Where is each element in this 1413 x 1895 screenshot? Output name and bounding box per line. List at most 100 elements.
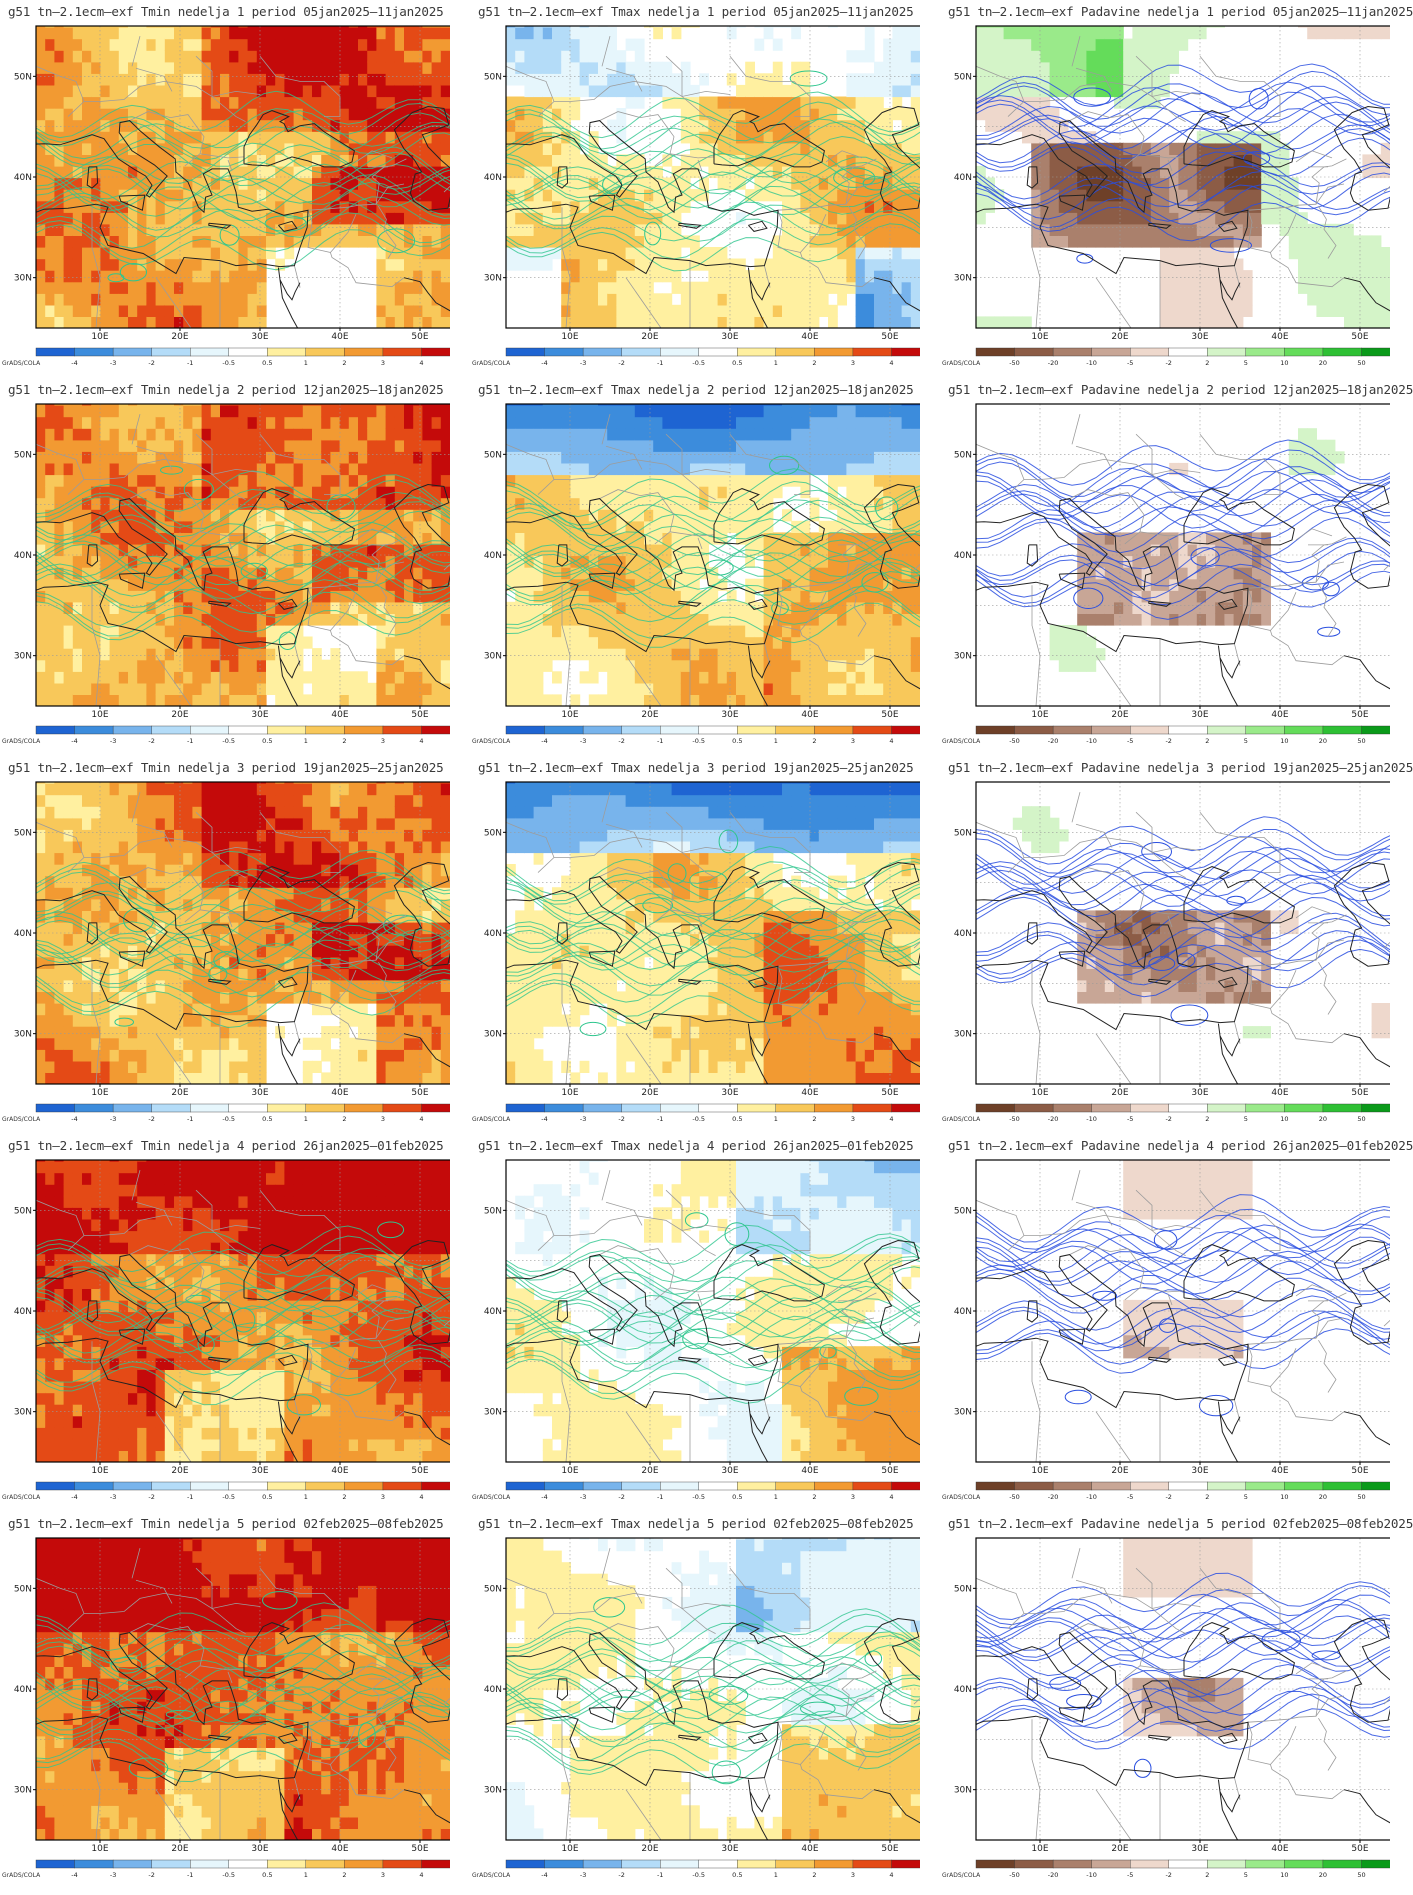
colorbar-swatch bbox=[505, 1859, 545, 1869]
colorbar-label: 2 bbox=[812, 359, 816, 367]
colorbar-swatch bbox=[1245, 725, 1285, 735]
lon-tick-label: 20E bbox=[1111, 1844, 1128, 1854]
lon-tick-label: 50E bbox=[881, 1466, 898, 1476]
colorbar-swatch bbox=[382, 1481, 422, 1491]
map-canvas: 30N 40N 50N 10E 20E 30E 40E 50E -4 -3 -2 -1 -0.5 0.5 1… bbox=[472, 781, 920, 1123]
colorbar-label: 5 bbox=[1244, 1493, 1248, 1501]
lon-tick-label: 30E bbox=[251, 332, 268, 342]
coastline bbox=[976, 483, 1390, 706]
colorbar-label: 5 bbox=[1244, 359, 1248, 367]
map-panel-precip-week-2: 30N 40N 50N 10E 20E 30E 40E 50E -50 -20 -10 -5 -2 2 5 1… bbox=[940, 378, 1413, 753]
lon-tick-label: 40E bbox=[331, 1844, 348, 1854]
coastline bbox=[506, 861, 920, 1084]
colorbar-label: -3 bbox=[580, 1493, 586, 1501]
colorbar-swatch bbox=[659, 1859, 700, 1869]
colorbar-swatch bbox=[659, 725, 700, 735]
colorbar-label: 4 bbox=[889, 1871, 893, 1879]
lon-tick-label: 10E bbox=[91, 710, 108, 720]
lon-tick-label: 30E bbox=[251, 1466, 268, 1476]
panel-title: g51 tn–2.1ecm–exf Tmin nedelja 1 period … bbox=[8, 4, 444, 19]
colorbar-label: -0.5 bbox=[692, 737, 705, 745]
lon-tick-label: 40E bbox=[331, 1088, 348, 1098]
lon-tick-label: 50E bbox=[1351, 1466, 1368, 1476]
map-canvas: 30N 40N 50N 10E 20E 30E 40E 50E -50 -20 -10 -5 -2 2 5 1… bbox=[942, 781, 1390, 1123]
map-canvas: 30N 40N 50N 10E 20E 30E 40E 50E -4 -3 -2 -1 -0.5 0.5 1… bbox=[2, 781, 450, 1123]
lon-tick-label: 10E bbox=[561, 1088, 578, 1098]
colorbar-swatch bbox=[74, 1481, 114, 1491]
lat-tick-label: 40N bbox=[14, 1307, 32, 1317]
panel-title: g51 tn–2.1ecm–exf Padavine nedelja 5 per… bbox=[948, 1516, 1413, 1531]
lon-tick-label: 30E bbox=[721, 1844, 738, 1854]
lon-tick-label: 10E bbox=[91, 1466, 108, 1476]
lon-tick-label: 20E bbox=[171, 710, 188, 720]
colorbar-swatch bbox=[775, 1103, 815, 1113]
colorbar-label: -2 bbox=[618, 1115, 624, 1123]
colorbar-swatch bbox=[659, 1481, 700, 1491]
lat-tick-label: 30N bbox=[484, 274, 502, 284]
lat-tick-label: 30N bbox=[484, 652, 502, 662]
grads-credit: GrADS/COLA bbox=[942, 738, 981, 745]
colorbar-swatch bbox=[1168, 1103, 1208, 1113]
map-panel-tmin-week-4: 30N 40N 50N 10E 20E 30E 40E 50E -4 -3 -2 -1 -0.5 0.5 1… bbox=[0, 1134, 450, 1509]
map-canvas: 30N 40N 50N 10E 20E 30E 40E 50E -50 -20 -10 -5 -2 2 5 1… bbox=[942, 1159, 1390, 1501]
colorbar-swatch bbox=[112, 1859, 153, 1869]
colorbar-swatch bbox=[544, 725, 584, 735]
colorbar-label: -2 bbox=[148, 359, 154, 367]
lon-tick-label: 20E bbox=[171, 332, 188, 342]
colorbar-swatch bbox=[1245, 1481, 1285, 1491]
graticule bbox=[976, 782, 1390, 1084]
colorbar-swatch bbox=[228, 1859, 268, 1869]
graticule bbox=[36, 1160, 450, 1462]
lon-tick-label: 30E bbox=[721, 1466, 738, 1476]
colorbar-swatch bbox=[1361, 347, 1390, 357]
panel-title: g51 tn–2.1ecm–exf Tmin nedelja 2 period … bbox=[8, 382, 444, 397]
lat-tick-label: 50N bbox=[954, 1584, 972, 1594]
colorbar-label: 0.5 bbox=[732, 1493, 742, 1501]
lon-tick-label: 30E bbox=[1191, 332, 1208, 342]
colorbar-label: 50 bbox=[1357, 1115, 1365, 1123]
colorbar-label: -2 bbox=[148, 1493, 154, 1501]
colorbar-swatch bbox=[621, 725, 661, 735]
colorbar-label: -50 bbox=[1009, 1493, 1020, 1501]
lat-tick-label: 30N bbox=[14, 652, 32, 662]
lon-tick-label: 10E bbox=[1031, 710, 1048, 720]
colorbar-swatch bbox=[505, 1481, 545, 1491]
colorbar-label: 5 bbox=[1244, 1115, 1248, 1123]
coastline bbox=[976, 105, 1390, 328]
lon-tick-label: 20E bbox=[641, 1844, 658, 1854]
map-panel-precip-week-1: 30N 40N 50N 10E 20E 30E 40E 50E -50 -20 -10 -5 -2 2 5 1… bbox=[940, 0, 1413, 375]
graticule bbox=[976, 404, 1390, 706]
colorbar-label: 1 bbox=[304, 737, 308, 745]
graticule bbox=[36, 1538, 450, 1840]
lon-tick-label: 20E bbox=[1111, 1088, 1128, 1098]
colorbar-swatch bbox=[737, 347, 777, 357]
lon-tick-label: 20E bbox=[171, 1466, 188, 1476]
colorbar-label: -50 bbox=[1009, 359, 1020, 367]
colorbar-label: 20 bbox=[1319, 359, 1327, 367]
grads-credit: GrADS/COLA bbox=[472, 1872, 511, 1879]
map-panel-precip-week-3: 30N 40N 50N 10E 20E 30E 40E 50E -50 -20 -10 -5 -2 2 5 1… bbox=[940, 756, 1413, 1131]
map-panel-tmin-week-5: 30N 40N 50N 10E 20E 30E 40E 50E -4 -3 -2 -1 -0.5 0.5 1… bbox=[0, 1512, 450, 1887]
coastline bbox=[36, 1239, 450, 1462]
precip-colorbar: -50 -20 -10 -5 -2 2 5 10 20 50 bbox=[975, 1103, 1390, 1123]
colorbar-swatch bbox=[1207, 347, 1247, 357]
country-borders bbox=[506, 1169, 920, 1462]
colorbar-swatch bbox=[112, 347, 153, 357]
colorbar-label: 3 bbox=[381, 1115, 385, 1123]
coastline bbox=[976, 1617, 1390, 1840]
lon-tick-label: 10E bbox=[561, 1466, 578, 1476]
coastline bbox=[506, 1239, 920, 1462]
colorbar-label: -3 bbox=[110, 359, 116, 367]
contour-lines bbox=[506, 1597, 920, 1785]
lon-tick-label: 20E bbox=[171, 1844, 188, 1854]
anomaly-field bbox=[976, 782, 1390, 1084]
colorbar-label: 4 bbox=[419, 1115, 423, 1123]
colorbar-label: 4 bbox=[889, 1115, 893, 1123]
map-canvas: 30N 40N 50N 10E 20E 30E 40E 50E -4 -3 -2 -1 -0.5 0.5 1… bbox=[2, 403, 450, 745]
colorbar-label: -20 bbox=[1048, 1871, 1059, 1879]
lat-tick-label: 30N bbox=[14, 274, 32, 284]
colorbar-swatch bbox=[814, 347, 854, 357]
colorbar-swatch bbox=[305, 1859, 345, 1869]
colorbar-swatch bbox=[151, 1103, 191, 1113]
colorbar-swatch bbox=[891, 347, 920, 357]
